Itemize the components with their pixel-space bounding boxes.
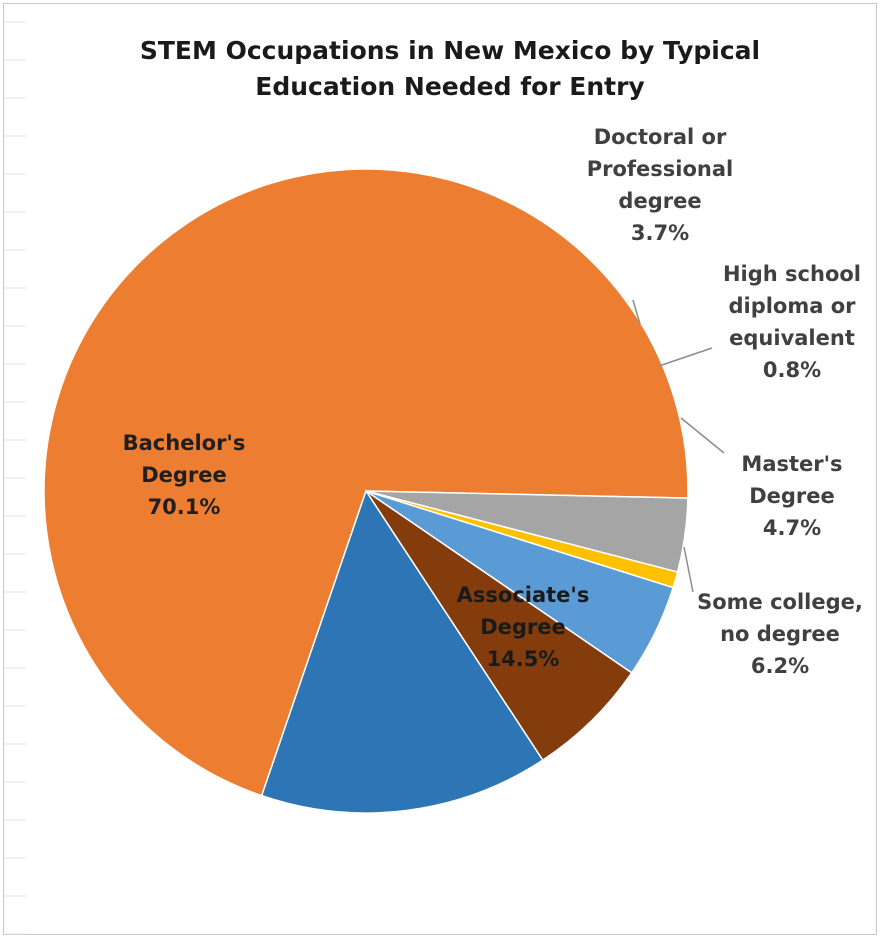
worksheet-gridlines xyxy=(4,21,26,935)
slice-category-label: equivalent xyxy=(729,326,855,350)
slice-value-label: 4.7% xyxy=(763,516,821,540)
slice-category-label: Degree xyxy=(141,463,227,487)
chart-title: STEM Occupations in New Mexico by Typica… xyxy=(140,36,760,101)
pie-slice-some-college-no-degree xyxy=(365,490,633,762)
leader-line xyxy=(680,417,725,454)
slice-label: Doctoral or Professional degree 3.7% xyxy=(587,125,734,245)
slice-category-label: Degree xyxy=(749,484,835,508)
leader-line xyxy=(683,546,694,593)
pie-chart: STEM Occupations in New Mexico by Typica… xyxy=(43,36,863,814)
chart-frame: STEM Occupations in New Mexico by Typica… xyxy=(3,3,877,935)
chart-title-line: Education Needed for Entry xyxy=(255,72,644,101)
leader-lines xyxy=(632,299,725,593)
slice-category-label: Master's xyxy=(741,452,842,476)
leader-line xyxy=(658,347,713,367)
pie-slices xyxy=(43,168,689,814)
pie-slice-associate-s-degree xyxy=(260,489,544,814)
slice-label: Master's Degree 4.7% xyxy=(741,452,842,540)
slice-category-label: degree xyxy=(618,189,701,213)
slice-category-label: Doctoral or xyxy=(594,125,727,149)
slice-category-label: Associate's xyxy=(457,583,590,607)
slice-category-label: Bachelor's xyxy=(123,431,246,455)
slice-label: Associate's Degree 14.5% xyxy=(457,583,590,671)
slice-label: High school diploma or equivalent 0.8% xyxy=(723,262,861,382)
slice-category-label: Degree xyxy=(480,615,566,639)
chart-title-line: STEM Occupations in New Mexico by Typica… xyxy=(140,36,760,65)
slice-category-label: diploma or xyxy=(728,294,856,318)
pie-slice-bachelor-s-degree xyxy=(43,168,689,797)
slice-label: Some college, no degree 6.2% xyxy=(697,590,863,678)
slice-category-label: Some college, xyxy=(697,590,863,614)
slice-labels: Bachelor's Degree 70.1% Doctoral or Professi… xyxy=(123,125,863,678)
slice-value-label: 3.7% xyxy=(631,221,689,245)
slice-label: Bachelor's Degree 70.1% xyxy=(123,431,246,519)
slice-category-label: Professional xyxy=(587,157,734,181)
slice-category-label: High school xyxy=(723,262,861,286)
slice-category-label: no degree xyxy=(720,622,840,646)
leader-line xyxy=(632,299,641,325)
slice-value-label: 6.2% xyxy=(751,654,809,678)
slice-value-label: 70.1% xyxy=(148,495,221,519)
slice-value-label: 14.5% xyxy=(487,647,560,671)
slice-value-label: 0.8% xyxy=(763,358,821,382)
